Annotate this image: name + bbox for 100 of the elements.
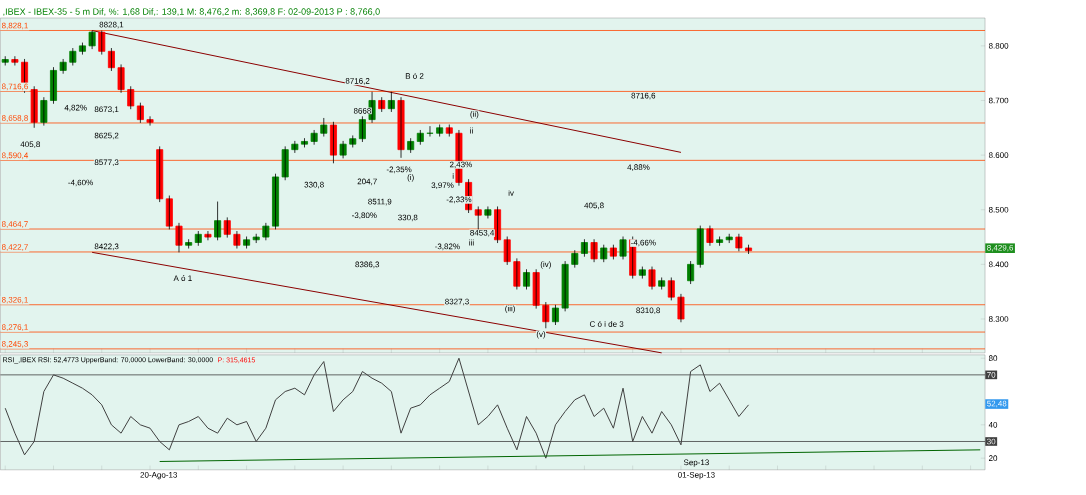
annotation: -4,60% bbox=[68, 179, 93, 187]
annotation: 2,43% bbox=[449, 161, 472, 169]
candlestick bbox=[600, 244, 608, 263]
candlestick bbox=[445, 124, 453, 138]
text: 8,429,6 bbox=[987, 244, 1014, 252]
candlestick bbox=[590, 238, 598, 263]
candlestick bbox=[716, 236, 724, 247]
candlestick bbox=[638, 266, 646, 280]
candlestick bbox=[262, 222, 270, 241]
candlestick bbox=[291, 140, 299, 154]
ref-line-label: 8,422,7 bbox=[1, 244, 28, 251]
annotation: (ii) bbox=[470, 111, 479, 119]
candlestick bbox=[30, 85, 38, 129]
candlestick bbox=[667, 277, 675, 301]
candlestick bbox=[175, 222, 183, 253]
text: 01-Sep-13 bbox=[678, 472, 715, 480]
ref-line-label: 8,245,3 bbox=[1, 341, 28, 348]
annotation: 8422,3 bbox=[94, 243, 119, 251]
candlestick bbox=[281, 146, 289, 181]
annotation: B ó 2 bbox=[405, 73, 424, 79]
chart-title: ,IBEX - IBEX-35 - 5 m Dif, %: 1,68 Dif,: 139,1 M: 8,476,2 m: 8,369,8 F: 02-09-2013 P : 8,766,0 bbox=[3, 8, 380, 16]
y-tick-label: 8.700 bbox=[988, 97, 1009, 104]
annotation: 8386,3 bbox=[355, 261, 380, 269]
candlestick bbox=[40, 96, 48, 127]
candlestick bbox=[204, 230, 212, 241]
candlestick bbox=[677, 293, 685, 323]
candlestick bbox=[136, 102, 144, 124]
candlestick bbox=[745, 244, 753, 255]
candlestick bbox=[658, 277, 666, 290]
annotation: (i) bbox=[407, 174, 414, 182]
annotation: 8310,8 bbox=[636, 307, 661, 315]
annotation: -2,33% bbox=[446, 196, 472, 204]
annotation: -3,82% bbox=[435, 243, 460, 251]
annotation: -2,35% bbox=[386, 166, 412, 174]
candlestick bbox=[706, 225, 714, 247]
candlestick bbox=[619, 236, 627, 260]
annotation: ii bbox=[470, 127, 473, 134]
candlestick bbox=[59, 58, 67, 75]
annotation: 204,7 bbox=[357, 178, 377, 186]
ref-line-label: 70 bbox=[987, 372, 996, 378]
annotation: 8716,6 bbox=[631, 92, 656, 100]
annotation: A ó 1 bbox=[173, 275, 192, 282]
annotation: iv bbox=[508, 189, 514, 196]
candlestick bbox=[503, 236, 511, 266]
candlestick bbox=[571, 249, 579, 269]
candlestick bbox=[349, 135, 357, 148]
annotation: 330,8 bbox=[304, 181, 324, 189]
annotation: C ó i de 3 bbox=[589, 321, 624, 327]
ref-line-label: 8,716,6 bbox=[1, 83, 28, 91]
candlestick bbox=[301, 137, 308, 148]
annotation: (iii) bbox=[505, 305, 515, 313]
ref-line-label: 8,326,1 bbox=[1, 297, 28, 304]
y-tick-label: 40 bbox=[988, 422, 998, 428]
annotation: (iv) bbox=[540, 261, 551, 269]
y-tick-label: 20 bbox=[988, 455, 998, 462]
candlestick bbox=[214, 201, 222, 241]
candlestick bbox=[146, 116, 154, 127]
candlestick bbox=[609, 244, 617, 260]
candlestick bbox=[185, 238, 193, 250]
y-tick-label: 8.400 bbox=[988, 261, 1009, 268]
candlestick bbox=[436, 124, 444, 138]
annotation: 8828,1 bbox=[99, 21, 124, 29]
annotation: 405,8 bbox=[584, 202, 604, 210]
candlestick bbox=[320, 117, 328, 138]
annotation: iii bbox=[469, 239, 474, 246]
annotation: (v) bbox=[536, 331, 546, 339]
ref-line-label: 8,658,8 bbox=[1, 115, 28, 122]
candlestick bbox=[542, 301, 550, 329]
annotation: 405,8 bbox=[20, 141, 40, 149]
ref-line-label: 30 bbox=[987, 438, 996, 445]
candlestick bbox=[484, 206, 492, 219]
annotation: 8716,2 bbox=[345, 78, 370, 85]
candlestick bbox=[1, 55, 9, 67]
annotation: -4,66% bbox=[631, 239, 656, 247]
candlestick bbox=[551, 304, 559, 326]
annotation: 8511,9 bbox=[368, 198, 392, 206]
ref-line-label: 8,828,1 bbox=[1, 22, 28, 30]
candlestick bbox=[243, 236, 251, 250]
annotation: 8625,2 bbox=[94, 132, 119, 140]
text: 52,48 bbox=[987, 400, 1007, 408]
y-tick-label: 8.600 bbox=[988, 152, 1009, 159]
candlestick bbox=[532, 268, 540, 310]
candlestick bbox=[223, 217, 231, 239]
y-tick-label: 8.800 bbox=[988, 43, 1009, 49]
annotation: 8668 bbox=[353, 108, 371, 114]
y-tick-label: 80 bbox=[988, 355, 998, 362]
annotation: Sep-13 bbox=[683, 459, 709, 467]
candlestick bbox=[725, 233, 733, 244]
candlestick bbox=[98, 30, 106, 56]
annotation: i bbox=[452, 173, 454, 179]
annotation: 8577,3 bbox=[94, 159, 119, 167]
annotation: 4,88% bbox=[627, 164, 650, 172]
annotation: -3,80% bbox=[352, 212, 377, 220]
y-tick-label: 8.500 bbox=[988, 207, 1009, 213]
candlestick bbox=[648, 266, 656, 290]
candlestick bbox=[252, 233, 260, 244]
ref-line-label: 8,590,4 bbox=[1, 152, 29, 160]
candlestick bbox=[78, 42, 86, 56]
ref-line-label: 8,276,1 bbox=[1, 324, 28, 331]
candlestick bbox=[127, 85, 135, 110]
